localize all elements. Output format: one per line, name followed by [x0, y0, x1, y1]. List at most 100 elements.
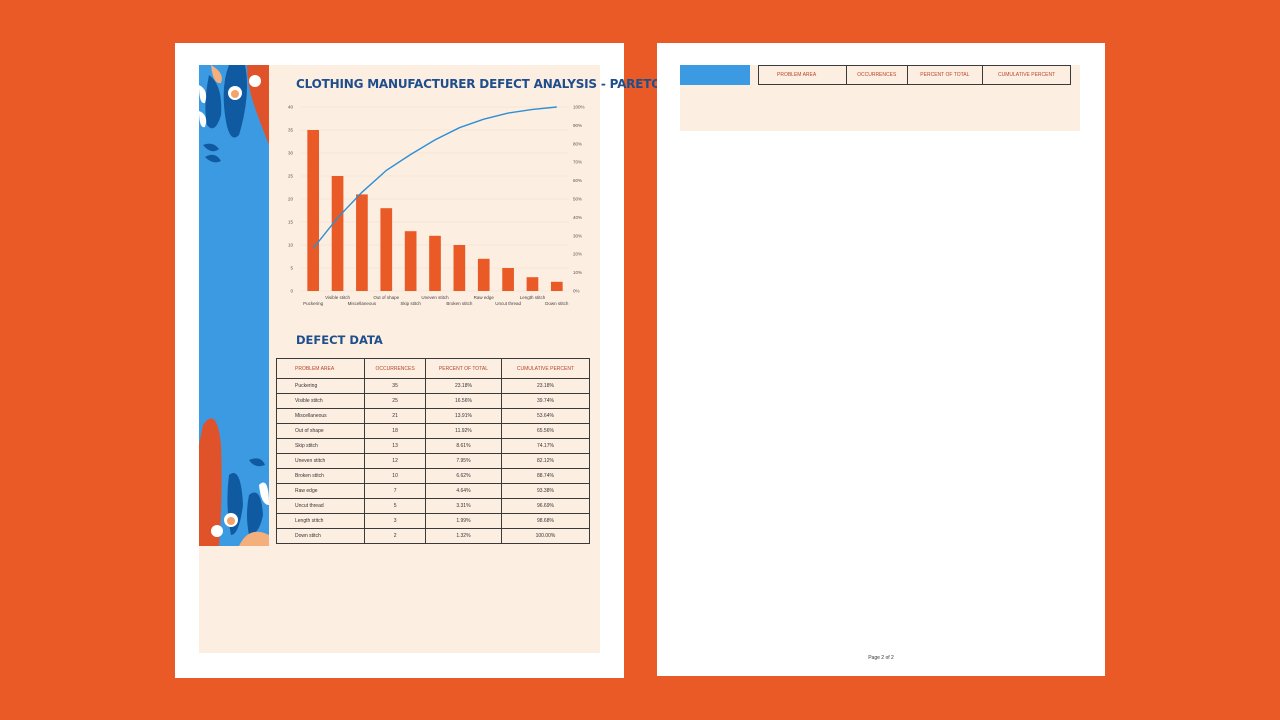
column-header: OCCURRENCES	[364, 358, 427, 379]
column-header: PROBLEM AREA	[758, 65, 847, 85]
y-tick-label: 25	[288, 174, 294, 179]
table-row: Miscellaneous 21 13.91% 53.64%	[275, 408, 591, 424]
page-title: CLOTHING MANUFACTURER DEFECT ANALYSIS - …	[296, 77, 662, 91]
y2-tick-label: 0%	[573, 289, 580, 294]
table-row: Length stitch 3 1.99% 98.68%	[275, 513, 591, 529]
y2-tick-label: 100%	[573, 105, 585, 110]
occurrences-cell: 5	[364, 498, 427, 514]
y-tick-label: 0	[290, 289, 293, 294]
column-header: PERCENT OF TOTAL	[425, 358, 502, 379]
table-row: Broken stitch 10 6.62% 88.74%	[275, 468, 591, 484]
y2-tick-label: 40%	[573, 215, 582, 220]
column-header: PERCENT OF TOTAL	[906, 65, 984, 85]
y-tick-label: 5	[290, 266, 293, 271]
occurrences-cell: 10	[364, 468, 427, 484]
y2-tick-label: 70%	[573, 160, 582, 165]
problem-area-cell: Puckering	[275, 378, 366, 394]
cumulative-percent-cell: 53.64%	[500, 408, 591, 424]
cumulative-percent-cell: 96.69%	[500, 498, 591, 514]
percent-of-total-cell: 8.61%	[425, 438, 502, 454]
cumulative-percent-cell: 82.12%	[500, 453, 591, 469]
page-footer: Page 2 of 2	[868, 655, 894, 661]
bar	[550, 281, 563, 291]
column-header: OCCURRENCES	[845, 65, 908, 85]
occurrences-cell: 35	[364, 378, 427, 394]
percent-of-total-cell: 6.62%	[425, 468, 502, 484]
bar	[429, 235, 441, 291]
x-tick-label: Miscellaneous	[348, 301, 377, 306]
x-tick-label: Broken stitch	[446, 301, 473, 306]
bar	[307, 130, 320, 291]
y-tick-label: 20	[288, 197, 294, 202]
pareto-chart: 0 5 10 15 20 25 30 35 40 0% 10% 20% 30% 40% 50% 60% 70% 8…	[279, 101, 599, 311]
table-row: Raw edge 7 4.64% 93.38%	[275, 483, 591, 499]
column-header: CUMULATIVE PERCENT	[500, 358, 591, 379]
problem-area-cell: Broken stitch	[275, 468, 366, 484]
occurrences-cell: 25	[364, 393, 427, 409]
table-row: Uncut thread 5 3.31% 96.69%	[275, 498, 591, 514]
percent-of-total-cell: 11.92%	[425, 423, 502, 439]
problem-area-cell: Out of shape	[275, 423, 366, 439]
floral-sidebar-decoration	[199, 65, 269, 546]
percent-of-total-cell: 23.18%	[425, 378, 502, 394]
section-title: DEFECT DATA	[296, 333, 383, 347]
percent-of-total-cell: 16.56%	[425, 393, 502, 409]
bar	[526, 277, 539, 291]
occurrences-cell: 7	[364, 483, 427, 499]
table-row: Skip stitch 13 8.61% 74.17%	[275, 438, 591, 454]
bar	[356, 194, 368, 291]
cumulative-percent-cell: 93.38%	[500, 483, 591, 499]
x-tick-label: Skip stitch	[400, 301, 421, 306]
x-tick-label: Raw edge	[474, 295, 495, 300]
cumulative-percent-cell: 65.56%	[500, 423, 591, 439]
column-header: CUMULATIVE PERCENT	[982, 65, 1071, 85]
problem-area-cell: Down stitch	[275, 528, 366, 544]
defect-data-table-continued: PROBLEM AREA OCCURRENCES PERCENT OF TOTA…	[758, 65, 1071, 85]
problem-area-cell: Raw edge	[275, 483, 366, 499]
table-row: Out of shape 18 11.92% 65.56%	[275, 423, 591, 439]
x-tick-label: Uncut thread	[495, 301, 521, 306]
cumulative-percent-cell: 23.18%	[500, 378, 591, 394]
percent-of-total-cell: 7.95%	[425, 453, 502, 469]
problem-area-cell: Visible stitch	[275, 393, 366, 409]
occurrences-cell: 2	[364, 528, 427, 544]
bar	[404, 231, 417, 291]
occurrences-cell: 18	[364, 423, 427, 439]
bar	[502, 268, 514, 291]
percent-of-total-cell: 4.64%	[425, 483, 502, 499]
y-tick-label: 30	[288, 151, 294, 156]
x-tick-label: Down stitch	[545, 301, 569, 306]
cumulative-percent-cell: 98.68%	[500, 513, 591, 529]
table-header-row: PROBLEM AREA OCCURRENCES PERCENT OF TOTA…	[758, 65, 1071, 85]
problem-area-cell: Miscellaneous	[275, 408, 366, 424]
y2-tick-label: 30%	[573, 233, 582, 238]
table-header-row: PROBLEM AREA OCCURRENCES PERCENT OF TOTA…	[275, 358, 591, 379]
bar	[380, 208, 393, 291]
percent-of-total-cell: 3.31%	[425, 498, 502, 514]
cumulative-percent-cell: 88.74%	[500, 468, 591, 484]
x-tick-label: Length stitch	[520, 295, 546, 300]
problem-area-cell: Uncut thread	[275, 498, 366, 514]
y2-tick-label: 80%	[573, 141, 582, 146]
bar	[477, 258, 490, 291]
percent-of-total-cell: 1.32%	[425, 528, 502, 544]
occurrences-cell: 21	[364, 408, 427, 424]
cumulative-percent-cell: 100.00%	[500, 528, 591, 544]
table-row: Visible stitch 25 16.56% 39.74%	[275, 393, 591, 409]
x-tick-label: Out of shape	[373, 295, 399, 300]
cumulative-line	[312, 106, 557, 249]
y2-tick-label: 90%	[573, 123, 582, 128]
y-tick-label: 15	[288, 220, 294, 225]
cumulative-percent-cell: 74.17%	[500, 438, 591, 454]
content-panel: CLOTHING MANUFACTURER DEFECT ANALYSIS - …	[199, 65, 661, 653]
table-row: Down stitch 2 1.32% 100.00%	[275, 528, 591, 544]
y-tick-label: 35	[288, 128, 294, 133]
document-page-1: CLOTHING MANUFACTURER DEFECT ANALYSIS - …	[175, 43, 661, 678]
problem-area-cell: Skip stitch	[275, 438, 366, 454]
table-row: Uneven stitch 12 7.95% 82.12%	[275, 453, 591, 469]
percent-of-total-cell: 1.99%	[425, 513, 502, 529]
cumulative-percent-cell: 39.74%	[500, 393, 591, 409]
problem-area-cell: Length stitch	[275, 513, 366, 529]
y-tick-label: 10	[288, 243, 294, 248]
bar	[453, 245, 466, 291]
